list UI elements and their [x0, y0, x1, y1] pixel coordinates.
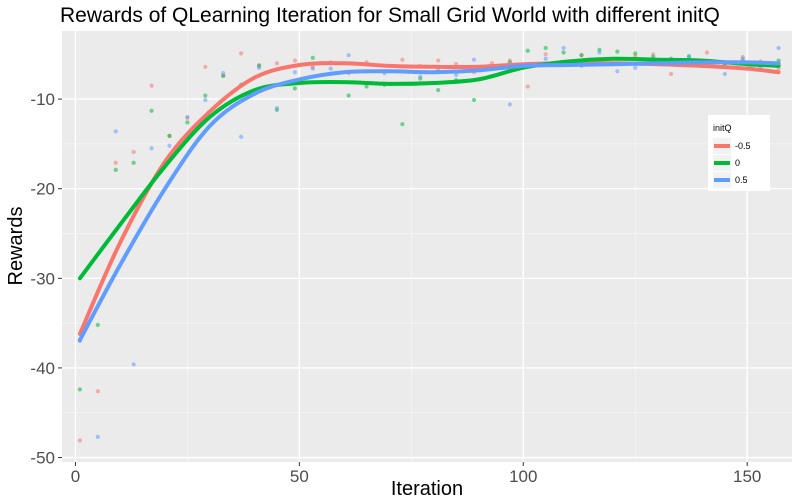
data-point-0: [364, 84, 369, 89]
data-point-0: [113, 167, 118, 172]
x-axis: 0 50 100 150: [71, 462, 761, 486]
legend-label-0: 0: [735, 158, 740, 168]
x-axis-title: Iteration: [391, 478, 463, 500]
data-point-0.5: [346, 53, 351, 58]
legend: initQ -0.5 0 0.5: [708, 115, 770, 191]
smooth-line-0: [77, 56, 781, 281]
data-point-0.5: [167, 143, 172, 148]
data-point-0.5: [561, 45, 566, 51]
data-point--0.5: [400, 57, 405, 62]
y-tick-label: -10: [30, 90, 55, 109]
data-point-0.5: [310, 66, 315, 71]
data-point-0.5: [292, 70, 297, 75]
data-point-0.5: [507, 102, 512, 107]
data-point-0: [615, 49, 620, 54]
data-point--0.5: [149, 83, 154, 88]
legend-items: -0.5 0 0.5: [713, 138, 751, 188]
data-point-0: [579, 53, 584, 58]
data-point--0.5: [113, 160, 118, 165]
data-point-0: [633, 51, 638, 56]
data-point-0: [561, 50, 566, 55]
data-point--0.5: [704, 50, 710, 55]
data-point-0: [131, 160, 136, 165]
data-point--0.5: [668, 71, 674, 77]
data-point-0: [310, 55, 315, 60]
data-point-0: [95, 322, 100, 328]
legend-point--0.5: [719, 143, 725, 149]
data-point-0: [543, 45, 548, 51]
data-point-0: [471, 97, 477, 103]
data-point-0.5: [256, 65, 262, 70]
data-point-0.5: [95, 434, 100, 440]
data-point-0: [525, 48, 530, 53]
y-tick-label: -20: [30, 180, 55, 199]
data-point-0.5: [418, 74, 423, 79]
x-tick-label: 150: [733, 467, 761, 486]
data-point--0.5: [239, 51, 244, 56]
data-point-0.5: [722, 71, 727, 77]
x-tick-label: 0: [71, 467, 80, 486]
data-point-0.5: [597, 50, 602, 55]
grid-major: [62, 31, 792, 462]
plot-panel: [62, 31, 792, 462]
data-point-0: [167, 133, 172, 138]
data-point-0: [346, 93, 351, 98]
data-point-0.5: [776, 45, 781, 51]
data-point-0.5: [615, 69, 620, 74]
legend-label--0.5: -0.5: [735, 141, 751, 151]
data-point-0.5: [185, 114, 190, 120]
smooth-lines-layer: [77, 56, 781, 343]
data-point-0: [400, 122, 405, 127]
data-point--0.5: [203, 64, 208, 69]
smooth-line-0.5: [77, 60, 781, 343]
data-point-0.5: [203, 97, 208, 103]
data-point-0.5: [543, 56, 548, 61]
data-point--0.5: [77, 438, 83, 443]
data-point--0.5: [274, 61, 280, 66]
data-point-0.5: [328, 66, 333, 71]
x-tick-label: 50: [290, 467, 309, 486]
data-point-0.5: [740, 56, 745, 61]
data-point--0.5: [95, 389, 100, 394]
y-axis-title: Rewards: [5, 207, 27, 286]
legend-point-0: [719, 160, 725, 166]
data-point--0.5: [131, 149, 136, 155]
legend-title: initQ: [713, 123, 732, 133]
data-point-0.5: [471, 57, 477, 62]
data-point-0.5: [149, 146, 154, 151]
data-point-0: [436, 88, 441, 93]
data-point-0: [185, 120, 190, 125]
legend-point-0.5: [719, 177, 725, 183]
data-point--0.5: [292, 58, 297, 63]
data-point-0.5: [454, 72, 459, 78]
data-point--0.5: [525, 84, 530, 89]
y-tick-label: -40: [30, 359, 55, 378]
data-point-0.5: [274, 105, 280, 111]
data-point--0.5: [543, 52, 548, 57]
data-point-0: [149, 108, 154, 113]
data-point-0: [292, 86, 297, 91]
data-point-0.5: [221, 71, 226, 76]
y-axis: -50 -40 -30 -20 -10: [30, 90, 62, 468]
data-point-0: [77, 387, 83, 392]
x-tick-label: 100: [509, 467, 537, 486]
data-point-0: [203, 93, 208, 98]
legend-label-0.5: 0.5: [735, 175, 748, 185]
chart-title: Rewards of QLearning Iteration for Small…: [60, 4, 720, 27]
y-tick-label: -50: [30, 449, 55, 468]
y-tick-label: -30: [30, 269, 55, 288]
data-point-0.5: [239, 134, 244, 139]
data-point-0.5: [131, 362, 136, 367]
data-point-0.5: [633, 65, 638, 70]
data-point-0.5: [113, 129, 118, 134]
data-point--0.5: [436, 58, 441, 63]
